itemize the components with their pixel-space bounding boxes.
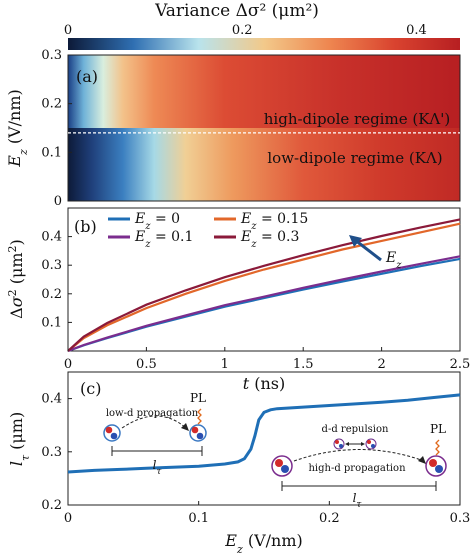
legend-entry-label: Ez = 0.3 [240,229,299,250]
panel-a-ytick-label: 0.2 [41,97,62,112]
panel-c-xtick-label: 0 [64,511,72,526]
panel-c-ytick-label: 0.3 [41,445,62,460]
colorbar-tick-label: 0 [64,23,72,38]
panel-a-ytick-label: 0.3 [41,48,62,63]
panel-b-series-line-0 [67,257,461,353]
l-tau-label-left: lτ [153,458,163,477]
exciton-start [103,424,121,442]
legend-entry-label: Ez = 0.1 [134,229,193,250]
panel-b-xtick-label: 0 [64,357,72,372]
colorbar-tick-label: 0.2 [232,23,253,38]
low-d-schematic: low-d propagation PL lτ [103,391,207,477]
panel-b-ytick-label: 0.3 [41,258,62,273]
low-dipole-annotation: low-dipole regime (KΛ) [267,149,442,167]
panel-b-ytick-label: 0.4 [41,230,62,245]
high-dipole-annotation: high-dipole regime (KΛ') [264,110,450,128]
panel-b-series-line-3 [67,218,461,352]
panel-b-frame [67,207,461,352]
panel-a-ylabel: Ez (V/nm) [5,89,30,167]
panel-b-series [67,218,461,353]
panel-a-ytick-label: 0.1 [41,145,62,160]
panel-b-ticks: 0 0.5 1 1.5 2 2.5 0.1 0.2 0.3 0.4 [41,230,470,372]
colorbar-bar [68,38,460,50]
panel-b-xtick-label: 1.5 [293,357,314,372]
legend-entry-label: Ez = 0.15 [240,211,308,232]
panel-c-label: (c) [80,379,101,398]
panel-b-xtick-label: 2 [377,357,385,372]
panel-c-series-line [67,393,461,474]
colorbar-ticks: 0 0.2 0.4 [64,23,427,38]
pl-label-right: PL [430,422,446,436]
exciton-high-end [425,455,447,477]
exciton-high-start [271,455,293,477]
panel-c-xtick-label: 0.2 [319,511,340,526]
panel-c: 0 0.1 0.2 0.3 0.2 0.3 0.4 (c) low-d propagatio… [7,371,470,556]
heatmap-low-region [68,128,460,201]
pl-label-left: PL [190,391,206,405]
panel-b-ytick-label: 0.1 [41,315,62,330]
panel-a-label: (a) [76,67,98,86]
legend-entry-label: Ez = 0 [134,211,180,232]
high-d-schematic: d-d repulsion high-d propagation PL [271,422,447,510]
colorbar: Variance Δσ² (μm²) 0 0.2 0.4 [64,1,460,50]
panel-b-xlabel: t (ns) [243,374,286,393]
ez-arrow: Ez [349,235,402,271]
pl-wave-icon-right [435,439,440,456]
panel-c-ylabel: lτ (μm) [7,412,32,466]
high-d-propagation-label: high-d propagation [308,463,406,474]
l-tau-label-right: lτ [353,491,363,510]
panel-c-frame [67,371,461,506]
panel-c-ytick-label: 0.4 [41,392,62,407]
heatmap-high-region [68,55,460,128]
panel-a: (a) high-dipole regime (KΛ') low-dipole … [5,48,461,209]
exciton-end [189,424,207,442]
panel-b-legend: Ez = 0 Ez = 0.15 Ez = 0.1 Ez = 0.3 [108,211,308,250]
panel-c-xtick-label: 0.3 [450,511,471,526]
panel-b-xtick-label: 0.5 [136,357,157,372]
dd-repulsion-label: d-d repulsion [322,424,389,435]
panel-a-frame [67,54,461,202]
pl-wave-icon [197,408,202,425]
panel-c-xtick-label: 0.1 [188,511,209,526]
panel-b: 0 0.5 1 1.5 2 2.50.10.20.30.4 (b) Ez = 0 Ez = … [6,207,470,393]
panel-b-xtick-label: 2.5 [450,357,471,372]
panel-b-label: (b) [74,217,97,236]
low-d-propagation-label: low-d propagation [106,408,199,419]
panel-c-xlabel: Ez (V/nm) [224,531,302,556]
panel-b-ylabel: Δσ2 (μm2) [6,239,27,319]
panel-a-y-ticks: 0 0.1 0.2 0.3 [41,48,72,209]
panel-b-series-line-1 [67,222,461,352]
panel-b-series-line-2 [67,255,461,353]
colorbar-tick-label: 0.4 [406,23,427,38]
panel-b-xtick-label: 1 [221,357,229,372]
ez-arrow-label: Ez [385,250,402,271]
panel-b-ytick-label: 0.2 [41,287,62,302]
panel-a-ytick-label: 0 [54,194,62,209]
colorbar-title: Variance Δσ² (μm²) [154,1,319,21]
panel-c-ticks: 0 0.1 0.2 0.3 0.2 0.3 0.4 [41,392,470,526]
panel-c-ytick-label: 0.2 [41,498,62,513]
